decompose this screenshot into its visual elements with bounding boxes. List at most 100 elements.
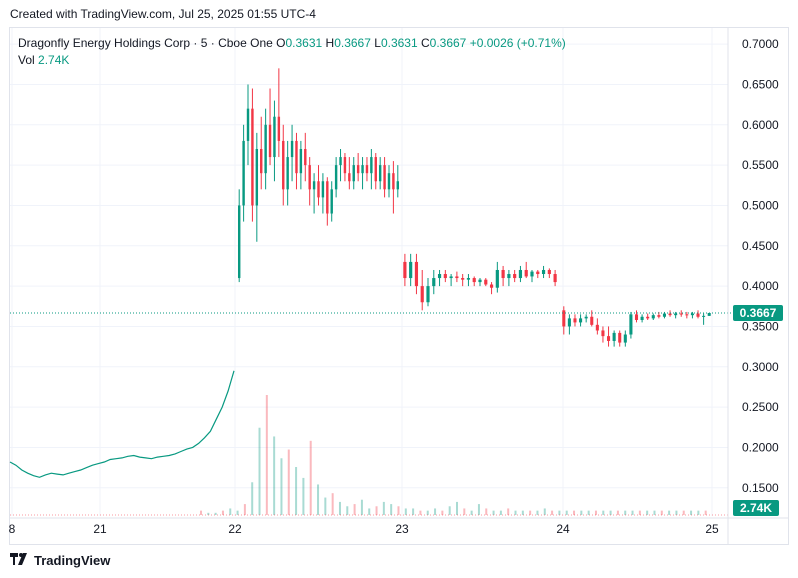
candle-body [524,269,528,277]
volume-bar [251,482,254,515]
volume-bar [690,510,693,515]
candle-body [246,108,250,141]
volume-bar [514,510,517,515]
volume-bar [258,427,261,515]
volume-bar [624,510,627,515]
candle-body [674,313,678,316]
volume-bar [309,440,312,515]
candle-body [348,173,351,182]
candle-body [437,274,442,279]
candle-body [339,157,342,166]
volume-bar [470,510,473,515]
volume-bar [331,493,334,515]
candle-body [282,140,285,190]
candle-body [489,284,494,288]
candle-body [595,324,599,331]
x-tick-label: 22 [228,522,242,536]
candle-body [634,314,639,320]
candle-body [326,181,329,214]
y-tick-label: 0.5000 [742,198,779,212]
candle-body [299,148,303,174]
y-tick-label: 0.5500 [742,158,779,172]
candle-body [330,189,333,214]
volume-bar [404,508,407,515]
y-tick-label: 0.4000 [742,279,779,293]
candle-body [472,278,476,283]
candle-body [651,315,655,319]
candle-body [547,269,551,275]
candle-body [562,310,566,327]
legend-open-label: O [276,36,286,50]
volume-bar [412,508,415,515]
volume-bar [419,510,422,515]
candle-body [623,334,627,343]
tradingview-branding[interactable]: TradingView [10,552,110,569]
candle-body [530,271,534,277]
candle-body [290,140,294,158]
volume-bar [660,510,663,515]
legend-high-label: H [325,36,335,50]
x-tick-label: 24 [556,522,570,536]
volume-bar [668,510,671,515]
candle-body [420,286,424,303]
x-tick-label: 21 [93,522,107,536]
volume-bar [536,510,539,515]
volume-bar [382,501,385,515]
volume-bar [200,510,202,515]
volume-bar [346,506,349,515]
x-tick-label: 23 [395,522,409,536]
candle-body [365,165,369,174]
volume-bar [521,510,524,515]
y-tick-label: 0.1500 [742,481,779,495]
volume-bar [492,510,495,515]
volume-bar [653,510,656,515]
candle-body [541,269,546,275]
volume-bar [697,510,700,515]
last-price-badge [733,304,783,321]
y-tick-label: 0.7000 [742,37,779,51]
candle-body [308,165,311,190]
candle-body [286,157,289,190]
chart-frame [9,27,789,545]
volume-bar [375,506,378,515]
candle-body [662,313,667,317]
volume-bar [221,510,224,515]
tradingview-brand-name: TradingView [34,553,111,568]
y-tick-label: 0.3000 [742,360,779,374]
volume-bar [243,504,246,515]
candle-body [640,316,644,320]
legend-high-value: 0.3667 [334,36,371,50]
volume-bar [324,497,327,515]
volume-bar [229,508,232,515]
candle-body [396,181,400,190]
candle-body [579,318,583,323]
volume-bar [507,508,510,515]
chart-caption: Created with TradingView.com, Jul 25, 20… [10,7,316,21]
volume-bar [675,510,678,515]
volume-bar [587,510,590,515]
volume-bar [207,512,210,515]
volume-bar [441,510,444,515]
candle-body [387,173,391,190]
candle-body [601,330,605,337]
legend-open-value: 0.3631 [285,36,323,50]
candle-body [553,274,557,283]
legend-low-value: 0.3631 [380,36,418,50]
candle-body [277,116,281,141]
candle-body [264,124,267,174]
legend-change-value: +0.0026 (+0.71%) [469,36,566,50]
legend-symbol[interactable]: Dragonfly Energy Holdings Corp · 5 · Cbo… [18,36,273,50]
volume-bar [573,510,576,515]
chart-legend: Dragonfly Energy Holdings Corp · 5 · Cbo… [18,35,566,69]
volume-bar [543,508,546,515]
legend-close-value: 0.3667 [429,36,467,50]
premarket-price-line [9,370,235,478]
candle-body [618,332,622,343]
volume-bar [704,510,707,515]
candle-body [657,315,661,317]
candle-body [414,261,419,287]
volume-bar [529,510,532,515]
candle-body [334,165,338,190]
candle-body [567,318,571,327]
